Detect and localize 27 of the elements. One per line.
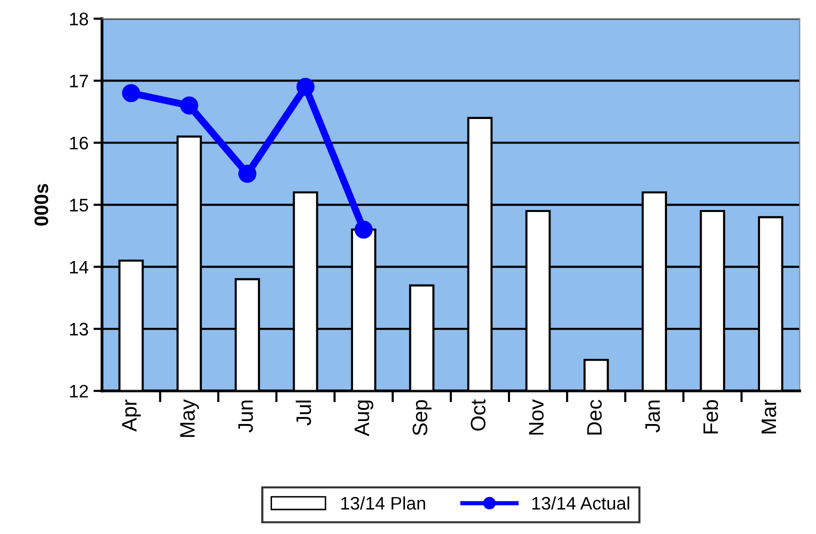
- x-tick-label: Nov: [529, 399, 544, 435]
- y-tick-label: 14: [70, 260, 88, 274]
- point: [180, 96, 198, 115]
- x-tick-label: May: [180, 399, 199, 437]
- x-tick-label: Dec: [587, 400, 602, 435]
- x-tick-label: Aug: [354, 400, 374, 436]
- y-tick-label: 13: [70, 322, 88, 336]
- x-tick-label: Jul: [296, 400, 312, 426]
- point: [238, 164, 256, 183]
- y-tick-label: 15: [70, 198, 88, 212]
- point: [354, 220, 373, 239]
- x-tick-label: Oct: [470, 399, 486, 431]
- x-tick-label: Apr: [122, 400, 141, 432]
- y-tick-label: 12: [70, 384, 88, 398]
- point: [122, 84, 140, 102]
- x-tick-label: Sep: [412, 400, 432, 436]
- y-tick-label: 18: [70, 12, 88, 26]
- x-tick-label: Mar: [762, 400, 776, 434]
- legend-label: 13/14 Actual: [532, 496, 630, 510]
- x-tick-label: Jun: [238, 400, 253, 432]
- y-tick-label: 17: [70, 74, 88, 88]
- y-axis-title: 000s: [34, 184, 48, 226]
- x-tick-label: Feb: [702, 400, 718, 434]
- legend-label: 13/14 Plan: [341, 496, 426, 510]
- x-tick-label: Jan: [645, 400, 660, 432]
- point: [296, 78, 315, 96]
- y-tick-label: 16: [70, 136, 88, 150]
